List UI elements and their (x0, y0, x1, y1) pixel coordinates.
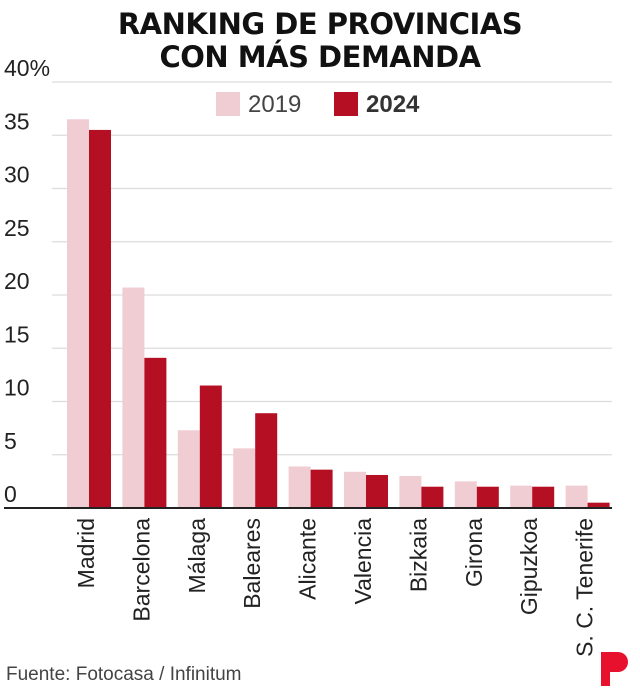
bars (67, 119, 610, 509)
chart-title-line-1: RANKING DE PROVINCIAS (117, 7, 523, 41)
bar-2019 (288, 466, 311, 508)
y-axis-ticks: 0 5 10 15 20 25 30 35 40% (4, 55, 50, 507)
bar-2019 (565, 485, 588, 508)
y-tick-label: 30 (4, 162, 30, 188)
chart-title-line-2: CON MÁS DEMANDA (159, 40, 481, 74)
x-tick-label: Málaga (184, 518, 210, 594)
grid-lines (52, 81, 612, 456)
y-tick-label: 25 (4, 215, 30, 241)
bar-2019 (510, 485, 533, 508)
bar-2019 (67, 119, 89, 509)
x-tick-label: Valencia (350, 518, 376, 605)
y-tick-label: 35 (4, 108, 30, 134)
fotocasa-p-logo-icon (601, 652, 628, 686)
legend-swatch (334, 92, 358, 116)
bar-2024 (532, 486, 555, 508)
bar-2024 (476, 486, 499, 508)
bar-2019 (454, 481, 477, 508)
chart-title: RANKING DE PROVINCIAS CON MÁS DEMANDA (0, 8, 640, 74)
x-axis-ticks: Madrid Barcelona Málaga Baleares Alicante Val… (73, 518, 598, 657)
legend-label: 2024 (366, 91, 420, 118)
legend: 2019 2024 (216, 91, 420, 118)
y-tick-label: 10 (4, 375, 30, 401)
y-tick-label: 40% (4, 55, 50, 81)
bar-2024 (421, 486, 444, 508)
x-tick-label: Gipuzkoa (516, 518, 542, 615)
x-tick-label: Girona (461, 518, 487, 587)
x-tick-label: Bizkaia (405, 518, 431, 592)
bar-2024 (144, 357, 167, 508)
legend-label: 2019 (248, 91, 301, 118)
bar-2019 (177, 430, 200, 508)
bar-2019 (233, 448, 256, 508)
y-tick-label: 20 (4, 268, 30, 294)
source-note: Fuente: Fotocasa / Infinitum (6, 664, 242, 685)
bar-2024 (310, 469, 333, 508)
y-tick-label: 15 (4, 321, 30, 347)
y-tick-label: 5 (4, 428, 17, 454)
y-tick-label: 0 (4, 481, 17, 507)
x-tick-label: Barcelona (128, 518, 154, 622)
bar-2019 (122, 287, 145, 508)
x-tick-label: Alicante (295, 518, 321, 600)
bar-2019 (399, 476, 422, 508)
legend-swatch (216, 92, 240, 116)
bar-2024 (255, 413, 278, 508)
bar-2024 (199, 385, 222, 508)
x-tick-label: Madrid (73, 518, 99, 588)
bar-2024 (89, 129, 111, 509)
x-tick-label: S. C. Tenerife (572, 518, 598, 657)
x-tick-label: Baleares (239, 518, 265, 609)
bar-2024 (587, 502, 610, 508)
bar-2024 (366, 474, 388, 508)
bar-2019 (344, 471, 366, 508)
